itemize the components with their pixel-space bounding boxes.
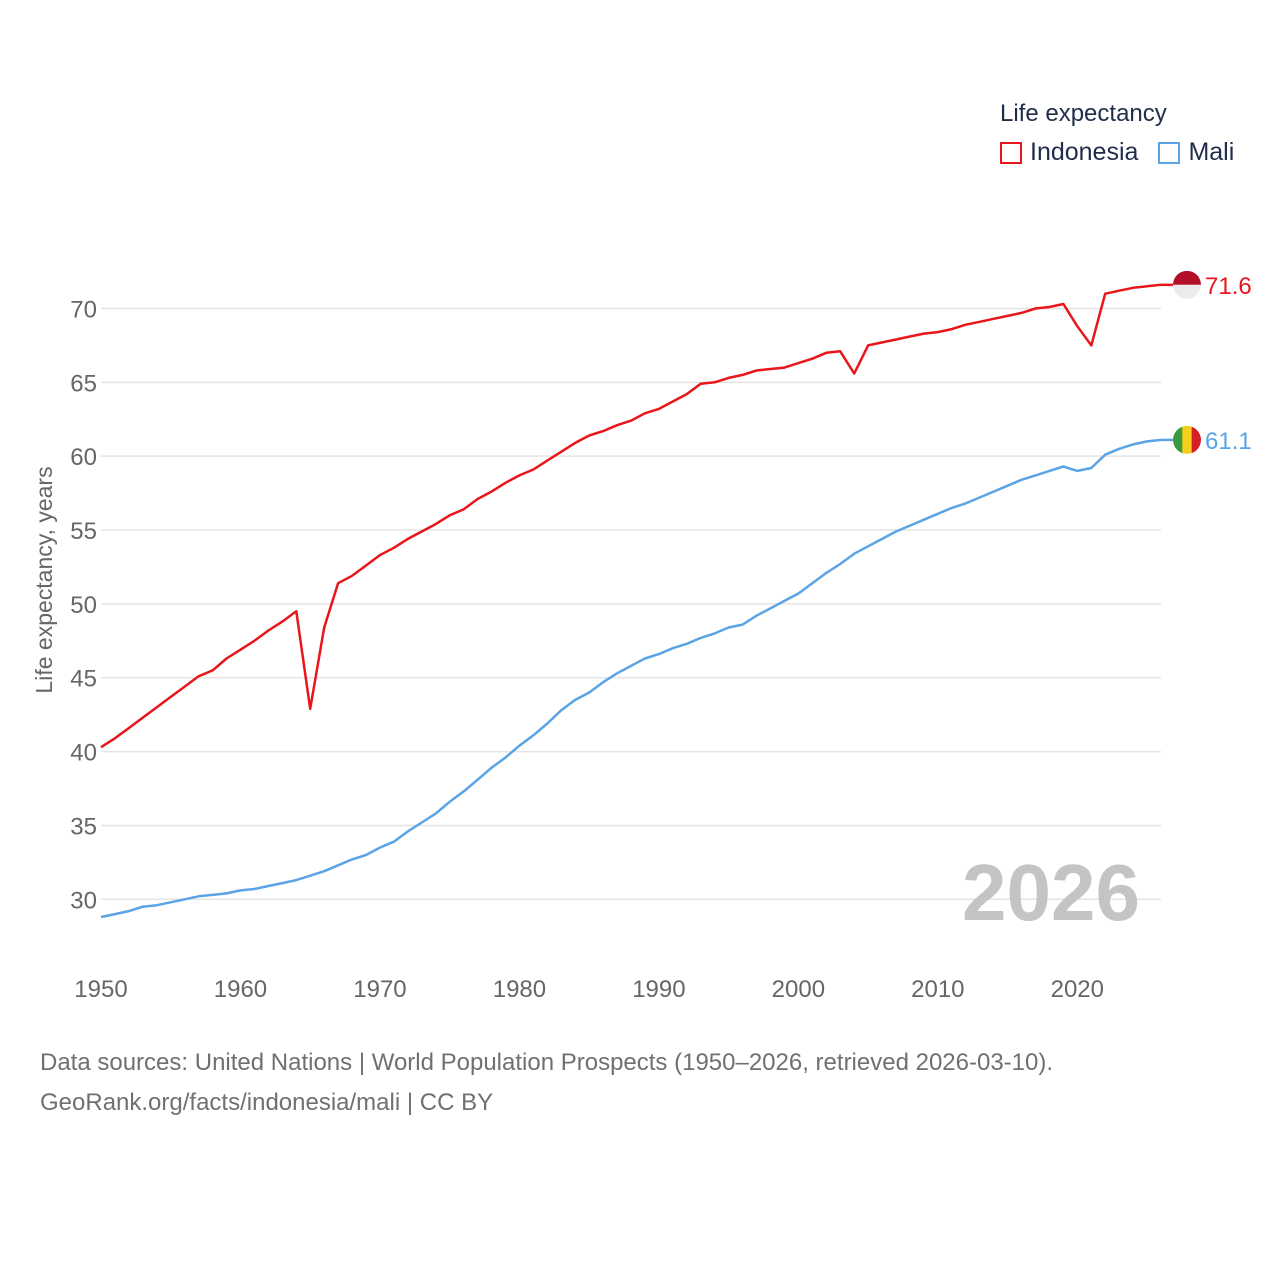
series-line-mali [100, 438, 1162, 919]
x-tick-label: 1960 [214, 976, 267, 1003]
source-line-1: Data sources: United Nations | World Pop… [40, 1049, 1054, 1076]
legend-item-indonesia[interactable]: Indonesia [1000, 138, 1138, 167]
legend-title: Life expectancy [1000, 100, 1167, 127]
x-tick-label: 2010 [911, 976, 964, 1003]
x-tick-label: 2020 [1051, 976, 1104, 1003]
end-value-label-indonesia: 71.6 [1205, 273, 1252, 300]
flag-stripe [1173, 425, 1183, 454]
y-axis-label: Life expectancy, years [31, 466, 57, 693]
series-line-indonesia [100, 283, 1162, 749]
x-tick-label: 1990 [632, 976, 685, 1003]
y-tick-label: 45 [70, 666, 97, 693]
legend: Life expectancy Indonesia Mali [1000, 100, 1254, 167]
y-tick-label: 30 [70, 887, 97, 914]
flag-stripe [1173, 270, 1201, 285]
legend-label-mali: Mali [1188, 138, 1235, 166]
legend-swatch-mali [1158, 141, 1181, 164]
source-line-2[interactable]: GeoRank.org/facts/indonesia/mali | CC BY [40, 1089, 494, 1116]
flag-icon-mali [1173, 425, 1201, 454]
y-tick-label: 60 [70, 444, 97, 471]
flag-stripe [1191, 425, 1201, 454]
y-tick-label: 70 [70, 296, 97, 323]
y-tick-label: 65 [70, 370, 97, 397]
line-chart: 30 35 40 45 50 55 60 65 70 1950 1960 1970 1980 1990 20… [31, 270, 1252, 1003]
flag-icon-indonesia [1173, 270, 1201, 299]
flag-stripe [1173, 284, 1201, 299]
x-tick-label: 1970 [353, 976, 406, 1003]
x-tick-label: 2000 [772, 976, 825, 1003]
y-tick-label: 55 [70, 518, 97, 545]
source-note: Data sources: United Nations | World Pop… [40, 1043, 1053, 1123]
x-tick-label: 1950 [74, 976, 127, 1003]
end-value-label-mali: 61.1 [1205, 428, 1252, 455]
year-watermark: 2026 [962, 848, 1140, 937]
y-tick-label: 40 [70, 740, 97, 767]
x-tick-label: 1980 [493, 976, 546, 1003]
legend-item-mali[interactable]: Mali [1158, 138, 1234, 167]
legend-swatch-indonesia [1000, 141, 1022, 164]
y-tick-label: 50 [70, 592, 97, 619]
flag-stripe [1182, 425, 1193, 454]
legend-label-indonesia: Indonesia [1030, 138, 1139, 166]
y-tick-label: 35 [70, 813, 97, 840]
